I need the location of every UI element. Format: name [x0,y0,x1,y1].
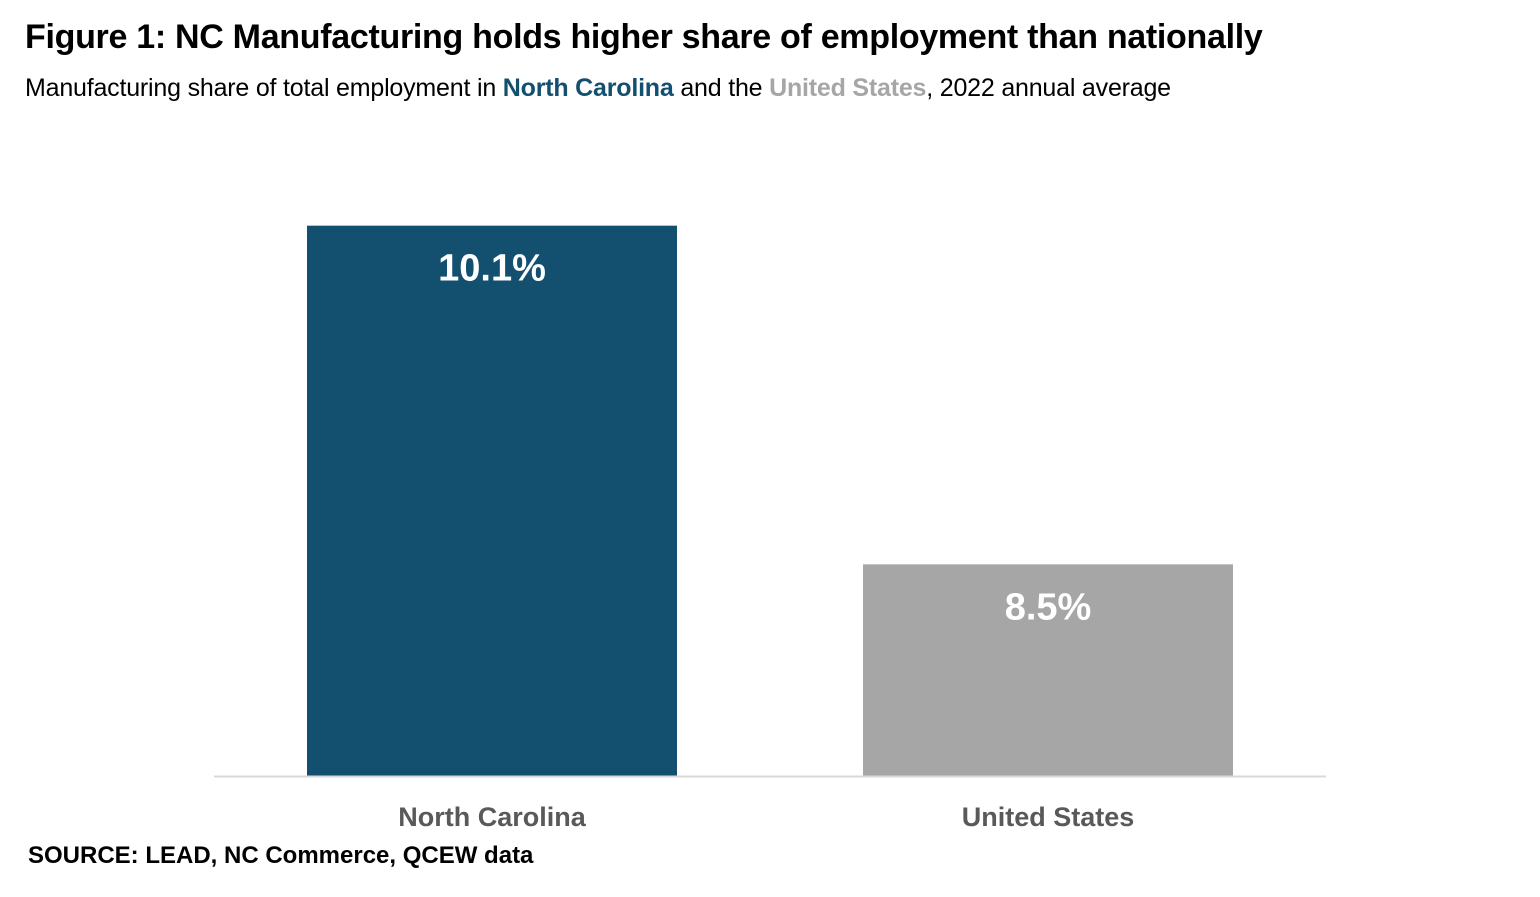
subtitle-text: Manufacturing share of total employment … [25,74,503,102]
subtitle-text: and the [673,74,770,102]
x-tick-label: United States [962,802,1135,832]
subtitle-us: United States [769,74,927,102]
chart-title: Figure 1: NC Manufacturing holds higher … [25,18,1263,56]
data-label: 10.1% [438,248,546,290]
subtitle-nc: North Carolina [502,74,674,102]
chart-subtitle: Manufacturing share of total employment … [25,74,1171,103]
bar-north-carolina [307,225,677,776]
data-label: 8.5% [1005,586,1092,628]
x-tick-label: North Carolina [398,802,586,832]
bar-united-states [863,564,1233,776]
subtitle-text: , 2022 annual average [926,74,1171,102]
source-note: SOURCE: LEAD, NC Commerce, QCEW data [28,842,534,869]
